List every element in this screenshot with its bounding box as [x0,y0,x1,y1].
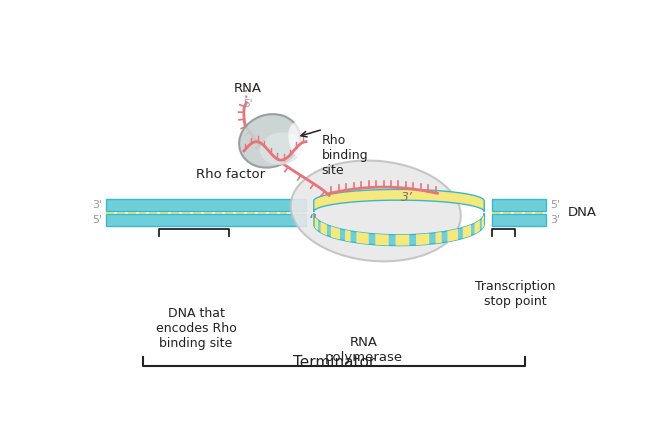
Bar [106,199,306,211]
Text: 5': 5' [550,200,560,210]
Ellipse shape [239,114,300,167]
Ellipse shape [289,122,313,160]
Text: Transcription
stop point: Transcription stop point [475,280,556,308]
Polygon shape [474,220,480,234]
Ellipse shape [291,160,461,261]
Bar [492,214,546,226]
Text: Rho
binding
site: Rho binding site [322,134,368,177]
Bar [269,211,277,214]
Bar [203,211,211,214]
Polygon shape [356,232,369,244]
Bar [171,211,179,214]
Polygon shape [482,215,484,229]
Bar [236,211,244,214]
Polygon shape [375,234,389,245]
Polygon shape [416,233,429,245]
Ellipse shape [260,132,302,165]
Text: RNA: RNA [234,82,262,95]
Bar [536,211,543,214]
Text: 5': 5' [92,215,102,225]
Polygon shape [315,217,318,231]
Polygon shape [314,189,484,212]
Text: RNA
polymerase: RNA polymerase [325,336,403,364]
Polygon shape [314,213,484,245]
Polygon shape [320,221,327,235]
Bar [117,211,125,214]
Text: 3’: 3’ [401,191,413,204]
Polygon shape [345,230,350,242]
Bar [492,199,546,211]
Bar [150,211,157,214]
Bar [106,211,114,214]
Bar [503,211,511,214]
Text: “: “ [309,214,317,232]
Polygon shape [396,235,410,245]
Text: 5': 5' [243,99,253,109]
Polygon shape [436,232,441,244]
Bar [128,211,136,214]
Bar [291,211,298,214]
Bar [525,211,532,214]
Text: Terminator: Terminator [292,354,375,370]
Bar [226,211,233,214]
Text: 3': 3' [550,215,560,225]
Text: 3': 3' [92,200,102,210]
Bar [138,211,146,214]
Bar [214,211,222,214]
Bar [161,211,168,214]
Text: DNA that
encodes Rho
binding site: DNA that encodes Rho binding site [155,307,237,350]
Bar [514,211,521,214]
Polygon shape [463,225,471,238]
Text: Rho factor: Rho factor [196,168,265,181]
Bar [106,214,306,226]
Bar [247,211,255,214]
Bar [182,211,190,214]
Bar [193,211,201,214]
Bar [258,211,266,214]
Bar [492,211,500,214]
Polygon shape [447,229,458,242]
Bar [280,211,287,214]
Bar [302,211,306,214]
Polygon shape [331,226,340,239]
Text: DNA: DNA [568,206,597,219]
